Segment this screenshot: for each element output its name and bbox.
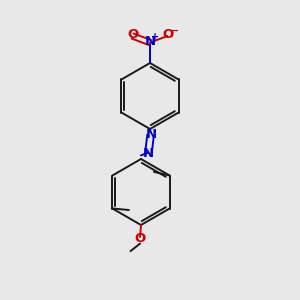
Text: N: N: [142, 147, 154, 160]
Text: O: O: [134, 232, 146, 245]
Text: N: N: [145, 128, 157, 141]
Text: O: O: [162, 28, 173, 41]
Text: N: N: [144, 34, 156, 48]
Text: O: O: [127, 28, 138, 41]
Text: −: −: [169, 26, 179, 36]
Text: +: +: [151, 32, 159, 42]
